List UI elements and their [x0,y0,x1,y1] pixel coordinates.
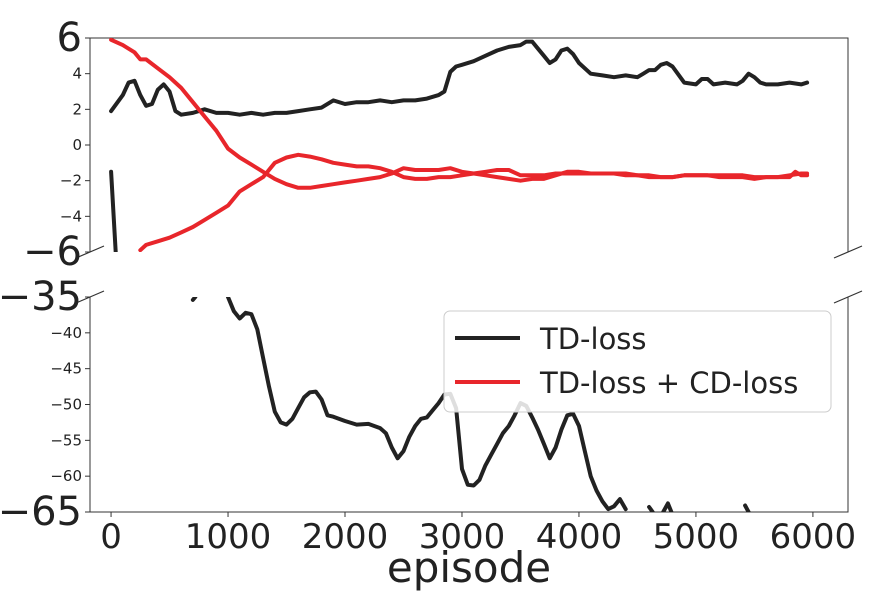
y-tick-label: 6 [57,15,82,61]
y-tick-label: −40 [50,324,82,342]
x-tick-label: 1000 [185,517,272,557]
x-tick-label: 2000 [302,517,389,557]
series-lines [109,38,810,512]
y-tick-label: 4 [72,65,82,83]
y-tick-label: 2 [72,100,82,118]
y-tick-label: −60 [50,467,82,485]
y-tick-label: −6 [23,229,82,275]
x-tick-label: 3000 [419,517,506,557]
series-td-loss [109,39,810,512]
series-line [647,505,655,512]
legend: TD-loss TD-loss + CD-loss [443,310,832,413]
series-line [190,297,198,302]
x-tick-label: 0 [100,517,122,557]
x-tick-label: 6000 [770,517,857,557]
x-tick-label: 5000 [653,517,740,557]
series-line [138,152,810,252]
y-tick-label: −35 [0,274,82,320]
y-tick-label: −65 [0,489,82,535]
legend-label-td-loss: TD-loss [539,322,647,356]
x-axis-label: episode [387,543,551,592]
series-line [226,297,628,512]
series-line [661,501,674,512]
y-tick-label: −55 [50,431,82,449]
series-line [743,503,751,512]
y-tick-label: 0 [72,136,82,154]
series-line [109,39,810,117]
y-tick-label: −2 [60,172,82,190]
axis-break-mark [833,245,863,259]
axes [75,37,863,517]
tick-labels: −6 −4 −2 0 2 4 6 −65 −60 −55 −50 −45 −40 −35 0 1000 2000… [0,15,856,557]
x-tick-label: 4000 [536,517,623,557]
axis-break-mark [833,290,863,304]
series-line [109,169,118,252]
legend-label-td-cd-loss: TD-loss + CD-loss [539,366,798,400]
y-tick-label: −45 [50,360,82,378]
series-td-cd-loss [109,38,810,252]
y-tick-label: −50 [50,396,82,414]
legend-box [443,310,832,413]
y-tick-label: −4 [60,207,82,225]
